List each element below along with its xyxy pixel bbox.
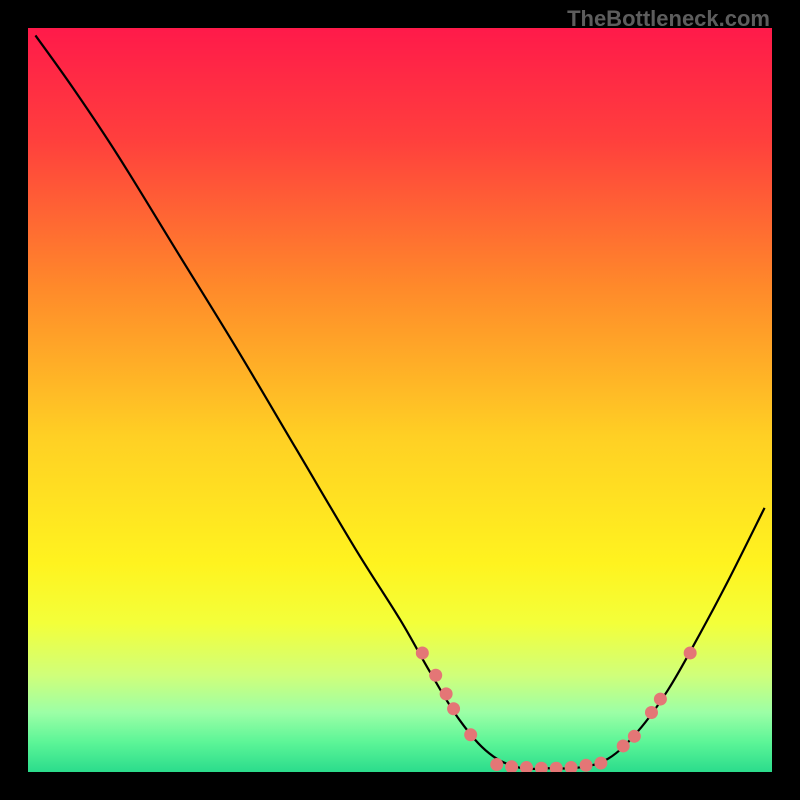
marker-dot <box>645 706 658 719</box>
marker-dot <box>684 646 697 659</box>
marker-dot <box>628 730 641 743</box>
curve-markers <box>416 646 697 772</box>
plot-area <box>28 28 772 772</box>
marker-dot <box>464 728 477 741</box>
marker-dot <box>520 761 533 772</box>
marker-dot <box>447 702 460 715</box>
marker-dot <box>580 759 593 772</box>
marker-dot <box>490 758 503 771</box>
marker-dot <box>617 739 630 752</box>
marker-dot <box>416 646 429 659</box>
watermark-text: TheBottleneck.com <box>567 6 770 32</box>
marker-dot <box>440 687 453 700</box>
marker-dot <box>654 693 667 706</box>
marker-dot <box>550 762 563 772</box>
marker-dot <box>594 757 607 770</box>
marker-dot <box>565 761 578 772</box>
marker-dot <box>505 760 518 772</box>
marker-dot <box>429 669 442 682</box>
chart-frame: TheBottleneck.com <box>0 0 800 800</box>
curve-layer <box>28 28 772 772</box>
marker-dot <box>535 762 548 772</box>
bottleneck-curve <box>35 35 764 769</box>
